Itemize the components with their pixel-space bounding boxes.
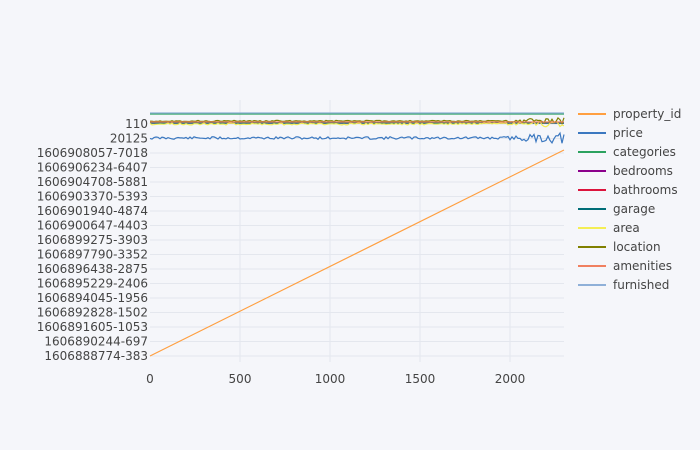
legend-item-categories[interactable]: categories — [578, 145, 676, 159]
y-tick-label: 1606903370-5393 — [37, 190, 148, 204]
axes: 0 500 1000 1500 2000 1606888774-3831606890244… — [37, 117, 525, 386]
y-tick-label: 20125 — [110, 132, 148, 146]
y-tick-label: 1606890244-697 — [44, 335, 148, 349]
y-tick-label: 110 — [125, 117, 148, 131]
legend-item-price[interactable]: price — [578, 126, 643, 140]
x-tick-label: 500 — [229, 372, 252, 386]
legend-label: furnished — [613, 278, 669, 292]
y-tick-label: 1606895229-2406 — [37, 277, 148, 291]
y-tick-label: 1606892828-1502 — [37, 306, 148, 320]
series-line-location — [150, 116, 565, 125]
legend-item-property_id[interactable]: property_id — [578, 107, 681, 121]
y-tick-label: 1606901940-4874 — [37, 204, 148, 218]
grid — [150, 100, 564, 362]
legend-label: categories — [613, 145, 676, 159]
plot-background — [150, 100, 564, 362]
series-line-area — [149, 120, 565, 128]
legend-label: bedrooms — [613, 164, 673, 178]
series-line-property_id — [149, 149, 565, 357]
y-tick-label: 1606891605-1053 — [37, 320, 148, 334]
y-tick-label: 1606897790-3352 — [37, 248, 148, 262]
legend-label: area — [613, 221, 640, 235]
legend-item-location[interactable]: location — [578, 240, 661, 254]
legend-label: amenities — [613, 259, 672, 273]
legend-label: garage — [613, 202, 655, 216]
x-tick-label: 1000 — [315, 372, 346, 386]
legend-item-furnished[interactable]: furnished — [578, 278, 669, 292]
x-tick-label: 0 — [146, 372, 154, 386]
legend-item-area[interactable]: area — [578, 221, 640, 235]
legend-item-bedrooms[interactable]: bedrooms — [578, 164, 673, 178]
x-tick-label: 1500 — [405, 372, 436, 386]
y-tick-label: 1606900647-4403 — [37, 219, 148, 233]
legend-label: location — [613, 240, 661, 254]
series-lines — [149, 112, 565, 357]
y-tick-label: 1606896438-2875 — [37, 262, 148, 276]
y-tick-label: 1606908057-7018 — [37, 146, 148, 160]
y-tick-label: 1606906234-6407 — [37, 161, 148, 175]
legend-label: price — [613, 126, 643, 140]
legend-label: bathrooms — [613, 183, 678, 197]
series-line-price — [149, 131, 565, 145]
legend-item-bathrooms[interactable]: bathrooms — [578, 183, 678, 197]
legend-label: property_id — [613, 107, 681, 121]
y-tick-label: 1606904708-5881 — [37, 175, 148, 189]
legend-item-amenities[interactable]: amenities — [578, 259, 672, 273]
x-tick-label: 2000 — [495, 372, 526, 386]
legend-item-garage[interactable]: garage — [578, 202, 655, 216]
y-tick-label: 1606899275-3903 — [37, 233, 148, 247]
y-tick-label: 1606888774-383 — [44, 349, 148, 363]
y-tick-label: 1606894045-1956 — [37, 291, 148, 305]
